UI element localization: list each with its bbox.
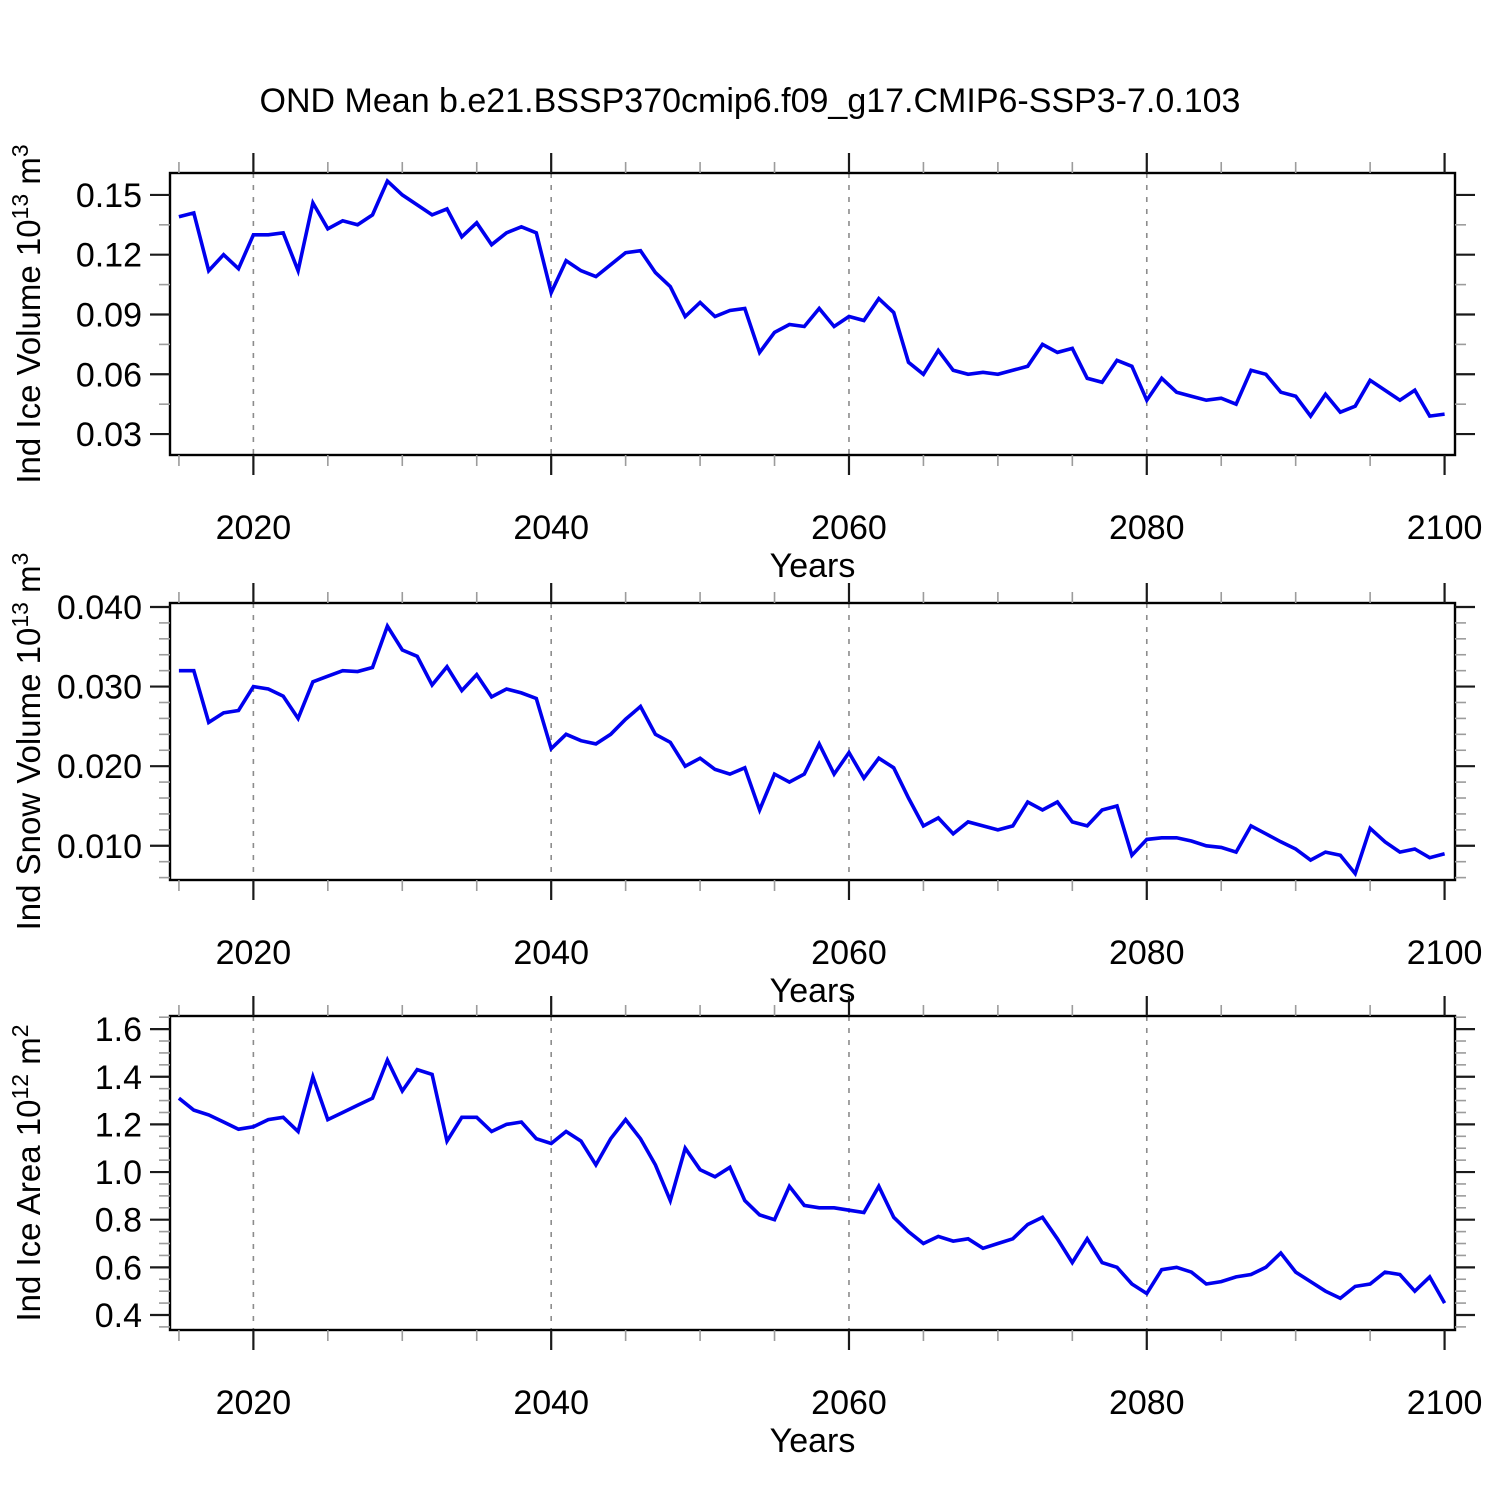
axis-box: [168, 1014, 1457, 1332]
y-tick-label: 1.2: [95, 1106, 142, 1144]
y-tick-label: 0.6: [95, 1249, 142, 1287]
x-tick-label: 2100: [1407, 934, 1483, 972]
x-tick-label: 2060: [811, 509, 887, 547]
x-tick-label: 2060: [811, 934, 887, 972]
y-tick-label: 0.06: [76, 356, 142, 394]
y-tick-label: 0.03: [76, 416, 142, 454]
y-tick-label: 0.09: [76, 296, 142, 334]
y-tick-label: 0.15: [76, 177, 142, 215]
x-tick-label: 2100: [1407, 509, 1483, 547]
y-tick-label: 0.12: [76, 237, 142, 275]
snow-volume-line: [178, 621, 1446, 878]
x-axis-title: Years: [770, 1422, 856, 1460]
y-axis-title: Ind Ice Area 1012 m2: [7, 1024, 47, 1321]
x-tick-label: 2020: [216, 934, 292, 972]
y-tick-label: 1.6: [95, 1011, 142, 1049]
x-tick-label: 2100: [1407, 1384, 1483, 1422]
panel-ice-volume: 2020 2040 2060 2080 2100 0.03 0.06 0.09 0.12 0.15…: [7, 144, 1482, 585]
chart-title: OND Mean b.e21.BSSP370cmip6.f09_g17.CMIP…: [259, 82, 1241, 120]
axis-box: [168, 601, 1457, 882]
x-axis-title: Years: [770, 547, 856, 585]
x-tick-label: 2060: [811, 1384, 887, 1422]
ice-volume-line: [178, 177, 1445, 420]
y-tick-label: 0.4: [95, 1297, 142, 1335]
x-tick-label: 2040: [513, 509, 589, 547]
x-tick-label: 2040: [513, 934, 589, 972]
x-tick-label: 2080: [1109, 934, 1185, 972]
y-axis-title: Ind Snow Volume 1013 m3: [7, 553, 47, 931]
y-axis-title: Ind Ice Volume 1013 m3: [7, 144, 47, 483]
panel-ice-area: 2020 2040 2060 2080 2100 0.4 0.6 0.8 1.0 1.2 1.4 1.…: [7, 996, 1482, 1460]
x-tick-label: 2020: [216, 509, 292, 547]
y-tick-label: 0.010: [57, 828, 142, 866]
x-tick-label: 2080: [1109, 1384, 1185, 1422]
x-tick-label: 2080: [1109, 509, 1185, 547]
y-tick-label: 0.020: [57, 748, 142, 786]
y-tick-label: 1.4: [95, 1059, 142, 1097]
x-axis-title: Years: [770, 972, 856, 1010]
x-tick-label: 2040: [513, 1384, 589, 1422]
y-tick-label: 1.0: [95, 1154, 142, 1192]
ice-area-line: [177, 1055, 1447, 1304]
x-tick-label: 2020: [216, 1384, 292, 1422]
y-tick-label: 0.8: [95, 1202, 142, 1240]
panel-snow-volume: 2020 2040 2060 2080 2100 0.010 0.020 0.030 0.040…: [7, 553, 1482, 1010]
y-tick-label: 0.040: [57, 589, 142, 627]
y-tick-label: 0.030: [57, 669, 142, 707]
